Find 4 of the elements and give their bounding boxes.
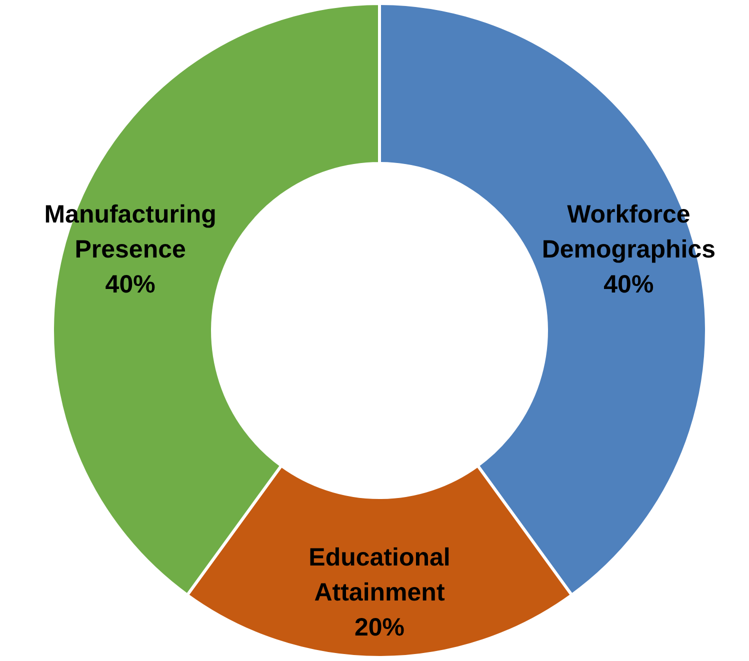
data-label: 40% bbox=[105, 270, 156, 299]
data-label: 20% bbox=[354, 614, 405, 642]
slice-label: Educational Attainment bbox=[308, 544, 450, 606]
data-label: 40% bbox=[604, 270, 654, 299]
